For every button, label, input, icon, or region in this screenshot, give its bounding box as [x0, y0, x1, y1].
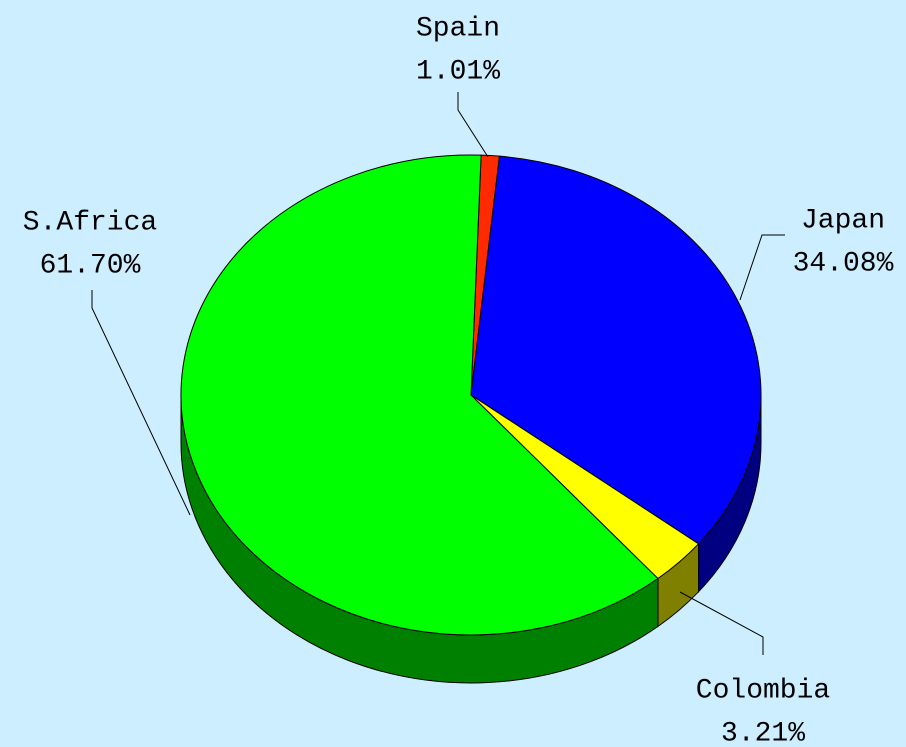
slice	[180, 154, 659, 636]
slice-value-label: 61.70%	[40, 250, 141, 281]
slice-label: Colombia	[696, 675, 830, 706]
labels: Spain 1.01% Japan 34.08% Colombia 3.21% S.Afri…	[23, 13, 894, 747]
leader-line	[739, 234, 785, 301]
slice-label: S.Africa	[23, 207, 157, 238]
slice	[470, 155, 762, 545]
slice-value-label: 1.01%	[416, 56, 500, 87]
leader-line	[91, 290, 191, 516]
slice-value-label: 34.08%	[793, 248, 894, 279]
slice-label: Japan	[801, 205, 885, 236]
pie-tops	[180, 154, 762, 636]
slice-label: Spain	[416, 13, 500, 44]
leader-line	[457, 92, 489, 158]
leader-line	[679, 591, 764, 655]
slice-value-label: 3.21%	[721, 718, 805, 747]
